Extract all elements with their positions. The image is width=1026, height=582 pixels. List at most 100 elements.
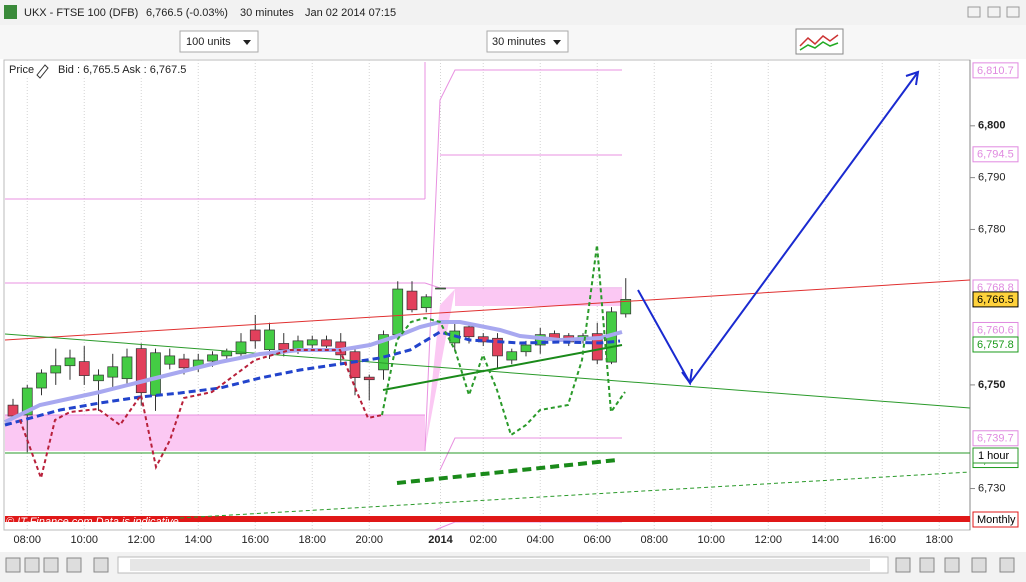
x-tick-label: 02:00 — [469, 534, 497, 546]
candle-body — [392, 288, 404, 335]
price-tags: 6,810.7 6,794.5 6,768.8 6,760.6 6,757.8 6,739… — [972, 62, 1019, 469]
candle-body — [378, 334, 389, 371]
tool-button[interactable] — [66, 557, 82, 573]
y-tick-label: 6,800 — [978, 120, 1006, 132]
y-tick-label: 6,750 — [978, 379, 1006, 391]
y-tick-label: 6,790 — [978, 172, 1006, 184]
x-tick-label: 12:00 — [127, 534, 155, 546]
zone — [455, 289, 622, 306]
indicator-icon — [799, 41, 839, 51]
x-tick-label: 08:00 — [640, 534, 668, 546]
x-tick-label: 10:00 — [697, 534, 725, 546]
x-tick-label: 08:00 — [13, 534, 41, 546]
arrow-head — [905, 70, 920, 86]
grid — [26, 60, 940, 530]
y-tick-label: 6,730 — [978, 482, 1006, 494]
x-tick-label: 14:00 — [811, 534, 839, 546]
candle-body — [406, 290, 418, 311]
drawings — [4, 70, 971, 519]
close-button[interactable] — [1006, 6, 1020, 18]
x-tick-label: 20:00 — [355, 534, 383, 546]
candle-body — [278, 343, 290, 351]
candle-body — [21, 387, 33, 416]
candle-body — [249, 329, 261, 342]
minimize-button[interactable] — [967, 6, 981, 18]
candle-body — [620, 299, 632, 315]
axis: 08:00 10:00 12:00 14:00 16:00 18:00 20:00 2014 0… — [13, 120, 1005, 546]
candle-body — [93, 374, 104, 382]
price-tag — [972, 291, 1019, 308]
tool-button[interactable] — [43, 557, 59, 573]
price-tag-label: 6,810.7 — [977, 65, 1014, 77]
candle-body — [435, 287, 446, 290]
candle-body — [492, 337, 503, 357]
instrument: UKX - FTSE 100 (DFB) — [24, 7, 138, 19]
tool-button[interactable] — [5, 557, 21, 573]
x-tick-label: 06:00 — [583, 534, 611, 546]
maximize-button[interactable] — [987, 6, 1001, 18]
zoom-out[interactable] — [971, 557, 987, 573]
indicator-icon — [799, 34, 839, 47]
x-tick-label: 04:00 — [526, 534, 554, 546]
units-value: 100 units — [186, 36, 231, 48]
copyright: © IT-Finance.com Data is indicative — [6, 516, 179, 528]
tool-button[interactable] — [24, 557, 40, 573]
last-price: 6,766.5 (-0.03%) — [146, 7, 228, 19]
x-tick-label: 18:00 — [925, 534, 953, 546]
price-tag — [972, 430, 1019, 447]
edit-icon[interactable] — [36, 64, 49, 79]
candle-body — [306, 339, 318, 346]
candle-body — [178, 358, 190, 369]
indicator-button[interactable] — [795, 28, 844, 55]
candle-body — [264, 329, 275, 351]
price-tag — [972, 336, 1019, 353]
price-tag-label: 6,757.8 — [977, 339, 1014, 351]
tool-button[interactable] — [919, 557, 935, 573]
zoom-in[interactable] — [944, 557, 960, 573]
legend-box — [5, 61, 190, 78]
x-tick-label: 16:00 — [868, 534, 896, 546]
zone — [425, 289, 455, 450]
interval: 30 minutes — [240, 7, 294, 19]
pivot-levels — [5, 62, 622, 531]
tool-button[interactable] — [895, 557, 911, 573]
price-tag-label: 6,768.8 — [977, 282, 1014, 294]
candle-body — [135, 348, 147, 394]
price-tag — [972, 62, 1019, 79]
line-tag — [972, 511, 1019, 528]
candle-body — [463, 326, 475, 338]
dropdown-arrow — [553, 40, 561, 45]
units-dropdown[interactable] — [179, 30, 259, 53]
bid-ask: Bid : 6,765.5 Ask : 6,767.5 — [58, 64, 186, 76]
candle-body — [321, 339, 332, 347]
candle-body — [50, 365, 62, 374]
candle-body — [121, 356, 133, 380]
candle-body — [64, 357, 76, 367]
monthly-line — [5, 516, 970, 522]
line-tag — [972, 447, 1019, 464]
line-tag-label: Monthly — [977, 514, 1016, 526]
level-line — [439, 437, 622, 471]
candle-body — [36, 372, 47, 389]
x-tick-label: 12:00 — [754, 534, 782, 546]
scroll-thumb[interactable] — [130, 559, 870, 571]
candle-body — [78, 361, 90, 376]
y-tick-label: 6,780 — [978, 223, 1006, 235]
stop-line — [19, 349, 383, 482]
level-line — [424, 69, 622, 452]
zone — [5, 415, 425, 451]
series-title: Price — [9, 64, 34, 76]
tool-icons — [5, 557, 1015, 573]
tool-button[interactable] — [93, 557, 109, 573]
x-tick-label: 14:00 — [184, 534, 212, 546]
arrow-head — [681, 368, 693, 386]
dropdown-arrow — [243, 40, 251, 45]
interval-dropdown[interactable] — [486, 30, 569, 53]
zoom-reset[interactable] — [999, 557, 1015, 573]
candle-body — [164, 355, 176, 365]
price-tag-label: 6,760.6 — [977, 324, 1014, 336]
x-tick-label: 16:00 — [241, 534, 269, 546]
stop-line — [381, 244, 626, 437]
title-bar — [0, 0, 1026, 25]
moving-average — [4, 320, 623, 424]
